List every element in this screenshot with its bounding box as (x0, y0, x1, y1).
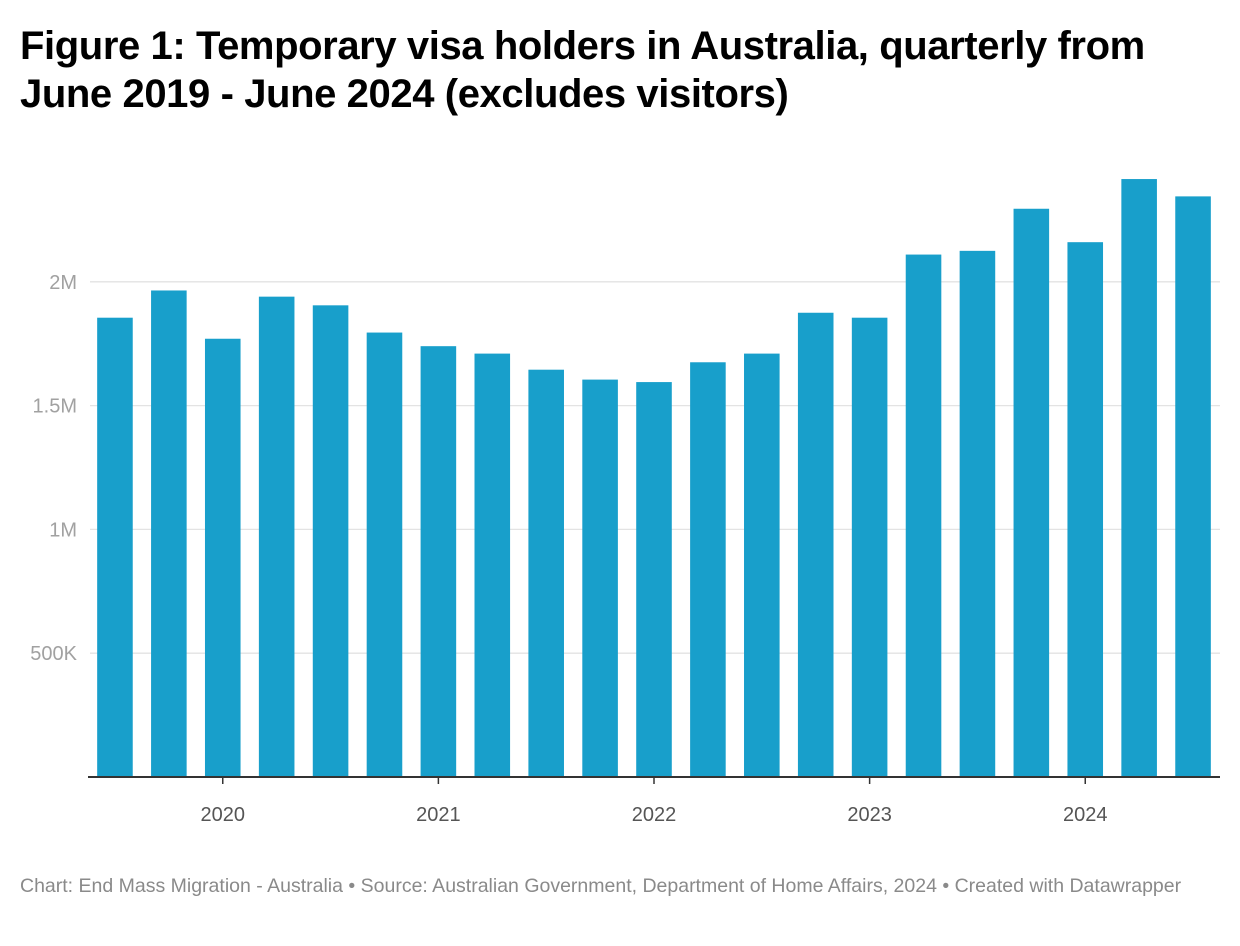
x-tick-label-2022: 2022 (632, 804, 677, 826)
bar-dec-2020 (420, 346, 457, 777)
x-tick-label-2020: 2020 (201, 804, 246, 826)
bar-mar-2022 (690, 362, 726, 777)
bar-jun-2023 (959, 250, 996, 778)
x-tick-label-2021: 2021 (416, 804, 461, 826)
chart-source: Source: Australian Government, Departmen… (360, 875, 937, 897)
created-with: Created with Datawrapper (954, 875, 1182, 897)
y-axis-labels: 500K 1M 1.5M 2M (30, 272, 77, 665)
bar-sep-2022 (797, 312, 834, 777)
bar-jun-2021 (528, 369, 564, 777)
bar-jun-2020 (312, 305, 349, 777)
y-tick-label: 2M (49, 272, 77, 294)
bar-sep-2020 (366, 332, 403, 777)
y-tick-label: 1M (49, 519, 77, 541)
footer-separator: • (942, 875, 950, 897)
bar-dec-2023 (1067, 242, 1104, 777)
footer-separator: • (348, 875, 356, 897)
bar-mar-2024 (1121, 179, 1157, 777)
bar-mar-2023 (905, 254, 942, 778)
bar-sep-2019 (151, 290, 187, 777)
bar-dec-2022 (851, 317, 888, 777)
bar-jun-2024 (1175, 196, 1211, 778)
chart-footer: Chart: End Mass Migration - Australia • … (20, 873, 1210, 899)
bar-sep-2021 (582, 379, 618, 777)
bar-jun-2019 (97, 317, 133, 777)
x-axis-labels: 2020 2021 2022 2023 2024 (201, 777, 1108, 826)
chart-title: Figure 1: Temporary visa holders in Aust… (20, 24, 1145, 116)
x-tick-label-2023: 2023 (847, 804, 892, 826)
bar-sep-2023 (1013, 208, 1050, 777)
bar-mar-2020 (258, 296, 295, 777)
chart-credit: Chart: End Mass Migration - Australia (20, 875, 343, 897)
y-tick-label: 500K (30, 643, 77, 665)
bar-dec-2021 (636, 382, 672, 777)
x-tick-label-2024: 2024 (1063, 804, 1108, 826)
bar-dec-2019 (204, 338, 241, 777)
bar-jun-2022 (744, 353, 780, 777)
bars (97, 179, 1211, 778)
bar-mar-2021 (474, 353, 511, 777)
y-tick-label: 1.5M (33, 396, 77, 418)
